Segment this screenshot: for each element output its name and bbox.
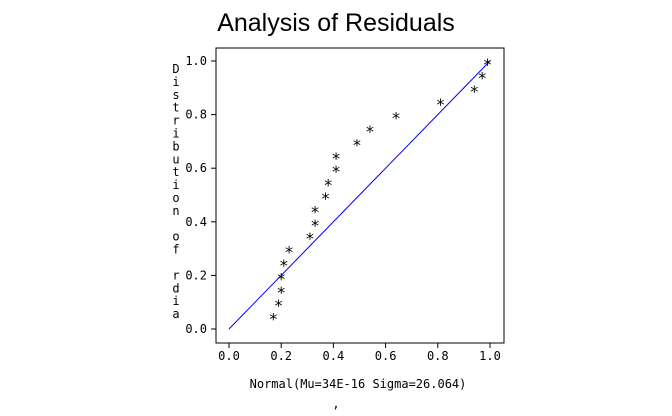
x-axis-label: Normal(Mu=34E-16 Sigma=26.064) [250, 377, 467, 391]
data-point: * [365, 122, 375, 141]
y-label-char: o [172, 191, 179, 205]
y-label-char: u [172, 152, 179, 166]
data-point: * [436, 95, 446, 114]
data-point: * [321, 189, 331, 208]
x-axis: 0.0 0.2 0.4 0.6 0.8 1.0 [218, 343, 501, 363]
data-point: * [331, 149, 341, 168]
data-point: * [352, 135, 362, 154]
data-point: * [276, 283, 286, 302]
data-point: * [310, 216, 320, 235]
y-label-char: D [172, 62, 179, 76]
x-tick-label: 1.0 [479, 349, 501, 363]
data-point: * [470, 82, 480, 101]
y-label-char: i [172, 178, 179, 192]
y-label-char: i [172, 127, 179, 141]
y-label-char: i [172, 75, 179, 89]
y-label-char: t [172, 101, 179, 115]
data-point: * [274, 296, 284, 315]
x-tick-label: 0.0 [218, 349, 240, 363]
y-label-char: b [172, 139, 179, 153]
y-tick-label: 0.0 [185, 322, 207, 336]
plot-frame [215, 47, 505, 344]
x-tick-label: 0.8 [427, 349, 449, 363]
y-label-char: a [172, 307, 179, 321]
y-label-char: f [172, 243, 179, 257]
x-tick-label: 0.2 [270, 349, 292, 363]
footer-mark: , [332, 397, 339, 411]
data-point: * [483, 55, 493, 74]
y-label-char: i [172, 294, 179, 308]
chart-title: Analysis of Residuals [217, 9, 455, 37]
data-point: * [269, 310, 279, 329]
data-point: * [310, 202, 320, 221]
data-point: * [276, 269, 286, 288]
reference-line [228, 60, 491, 330]
y-label-char: o [172, 230, 179, 244]
data-point: * [279, 256, 289, 275]
data-point: * [284, 243, 294, 262]
y-label-char: s [172, 88, 179, 102]
y-label-char: n [172, 204, 179, 218]
data-point: * [477, 68, 487, 87]
data-point: * [331, 162, 341, 181]
y-label-char: d [172, 281, 179, 295]
y-label-char: r [172, 268, 179, 282]
data-point: * [323, 176, 333, 195]
data-point: * [391, 109, 401, 128]
y-tick-label: 1.0 [185, 54, 207, 68]
y-label-char: t [172, 165, 179, 179]
data-point: * [305, 229, 315, 248]
y-label-char: r [172, 114, 179, 128]
y-axis: 0.0 0.2 0.4 0.6 0.8 1.0 [185, 54, 216, 336]
x-tick-label: 0.4 [323, 349, 345, 363]
x-tick-label: 0.6 [375, 349, 397, 363]
y-tick-label: 0.2 [185, 268, 207, 282]
data-points: ******************** [269, 55, 493, 329]
y-tick-label: 0.4 [185, 215, 207, 229]
y-tick-label: 0.6 [185, 161, 207, 175]
y-tick-label: 0.8 [185, 108, 207, 122]
